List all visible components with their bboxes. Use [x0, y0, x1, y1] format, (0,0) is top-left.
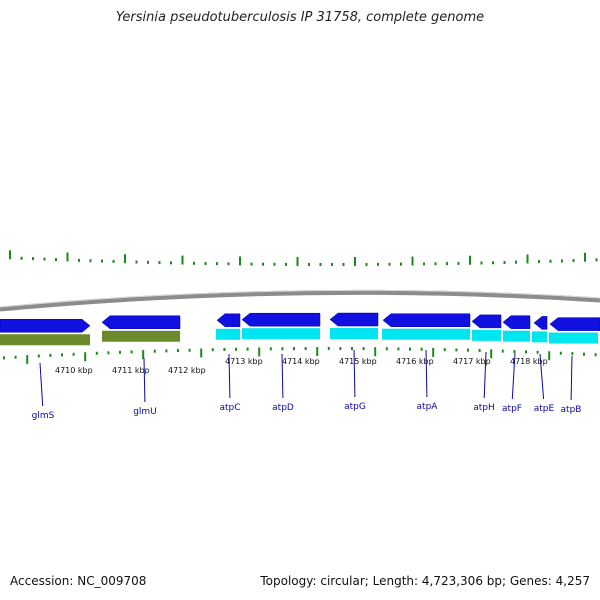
forward-gene-arrow: [382, 313, 471, 327]
gene-label-glmS: glmS: [32, 411, 55, 421]
reverse-gene-block: [472, 329, 501, 341]
reverse-gene-block: [216, 328, 240, 340]
reverse-gene-block: [102, 330, 180, 342]
reverse-gene-block: [382, 328, 470, 340]
scale-label: 4713 kbp: [225, 357, 263, 366]
gene-label-atpA: atpA: [417, 402, 439, 412]
scale-label: 4714 kbp: [282, 357, 320, 366]
gene-leader-line: [281, 353, 284, 399]
gene-leader-line: [228, 353, 231, 399]
gene-leader-line: [511, 352, 516, 400]
genome-backbone: [0, 289, 600, 312]
scale-label: 4716 kbp: [396, 357, 434, 366]
forward-gene-track: [0, 312, 600, 333]
gene-leader-line: [539, 353, 545, 400]
scale-label: 4711 kbp: [112, 366, 150, 375]
bottom-tick-track: [3, 347, 597, 365]
reverse-gene-block: [242, 328, 320, 340]
reverse-gene-block: [532, 331, 547, 343]
map-title: Yersinia pseudotuberculosis IP 31758, co…: [115, 10, 485, 25]
gene-label-glmU: glmU: [133, 407, 157, 417]
gene-label-atpC: atpC: [219, 403, 240, 413]
genome-backbone-highlight: [0, 289, 600, 308]
scale-label: 4717 kbp: [453, 357, 491, 366]
gene-leader-line: [425, 349, 428, 398]
scale-labels: 4710 kbp 4711 kbp 4712 kbp 4713 kbp 4714 kbp…: [55, 357, 548, 375]
top-tick-track: [9, 250, 598, 266]
gene-label-atpG: atpG: [344, 402, 366, 412]
scale-label: 4710 kbp: [55, 366, 93, 375]
gene-label-atpD: atpD: [272, 403, 294, 413]
forward-gene-arrow: [216, 313, 241, 328]
forward-gene-arrow: [549, 317, 600, 331]
forward-gene-arrow: [0, 319, 91, 333]
reverse-gene-block: [330, 328, 378, 340]
gene-label-atpF: atpF: [502, 404, 522, 414]
forward-gene-arrow: [241, 312, 321, 327]
forward-gene-arrow: [329, 312, 379, 327]
scale-label: 4712 kbp: [168, 366, 206, 375]
forward-gene-arrow: [101, 315, 181, 330]
gene-leader-line: [39, 362, 44, 407]
forward-gene-arrow: [471, 314, 502, 329]
reverse-gene-block: [0, 334, 90, 346]
scale-label: 4718 kbp: [510, 357, 548, 366]
gene-labels: glmS glmU atpC atpD atpG atpA atpH atpF atpE atpB: [32, 349, 582, 421]
gene-leader-line: [353, 349, 356, 398]
reverse-gene-block: [503, 330, 530, 342]
gene-label-atpH: atpH: [473, 403, 495, 413]
gene-leader-line: [143, 357, 146, 403]
gene-leader-line: [483, 351, 487, 399]
reverse-gene-block: [549, 332, 598, 344]
forward-gene-arrow: [533, 316, 548, 330]
forward-gene-arrow: [502, 315, 531, 329]
scale-label: 4715 kbp: [339, 357, 377, 366]
reverse-gene-track: [0, 328, 598, 346]
gene-label-atpE: atpE: [534, 404, 555, 414]
accession-label: Accession: NC_009708: [10, 574, 147, 588]
gene-leader-line: [570, 355, 573, 401]
gene-label-atpB: atpB: [561, 405, 582, 415]
genome-summary: Topology: circular; Length: 4,723,306 bp…: [260, 574, 590, 588]
